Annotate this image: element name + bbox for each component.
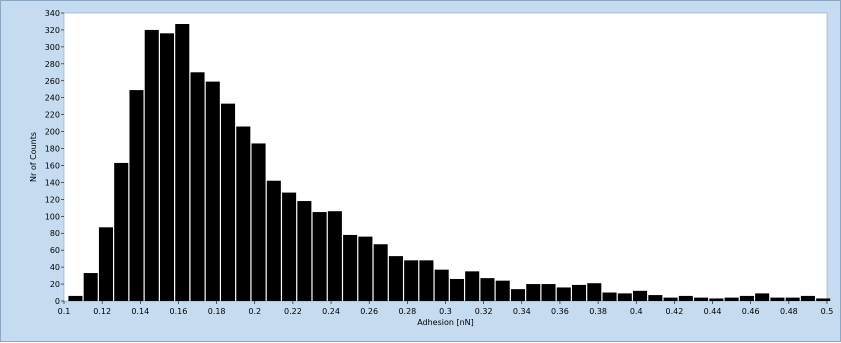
histogram-bar <box>770 297 785 301</box>
x-tick-label: 0.12 <box>93 307 111 316</box>
y-tick-label: 300 <box>45 43 60 52</box>
histogram-bar <box>510 289 526 301</box>
y-tick-label: 180 <box>45 145 60 154</box>
x-tick-label: 0.44 <box>704 307 722 316</box>
x-tick-label: 0.36 <box>551 307 569 316</box>
y-tick-label: 220 <box>45 111 60 120</box>
x-tick-label: 0.38 <box>589 307 607 316</box>
y-axis: 0 20 40 60 80 100 120 140 160 180 200 220 240 260 280 3… <box>45 9 64 306</box>
y-tick-label: 120 <box>45 195 60 204</box>
histogram-bar <box>190 72 205 301</box>
histogram-bar <box>526 284 541 301</box>
histogram-bar <box>495 280 510 301</box>
x-tick-label: 0.46 <box>742 307 760 316</box>
x-tick-label: 0.24 <box>322 307 340 316</box>
y-tick-label: 200 <box>45 128 60 137</box>
histogram-bar <box>694 297 709 301</box>
y-tick-label: 340 <box>45 9 60 18</box>
histogram-bar <box>98 227 113 301</box>
histogram-bar <box>602 292 617 301</box>
histogram-bar <box>175 24 190 301</box>
histogram-bar <box>358 236 373 301</box>
histogram-bar <box>159 33 175 301</box>
histogram-bar <box>724 297 739 301</box>
histogram-bar <box>388 256 403 301</box>
histogram-bar <box>587 283 602 301</box>
y-tick-label: 100 <box>45 212 60 221</box>
x-tick-label: 0.32 <box>475 307 493 316</box>
y-tick-label: 320 <box>45 26 60 35</box>
y-axis-label: Nr of Counts <box>29 132 38 182</box>
histogram-bar <box>678 295 693 301</box>
y-tick-label: 40 <box>50 263 60 272</box>
histogram-bar <box>739 295 754 301</box>
y-tick-label: 80 <box>50 229 60 238</box>
histogram-bar <box>297 201 312 301</box>
histogram-bar <box>404 260 419 301</box>
histogram-bar <box>373 244 388 301</box>
histogram-bar <box>556 287 571 301</box>
y-tick-label: 160 <box>45 161 60 170</box>
x-tick-label: 0.5 <box>821 307 834 316</box>
x-axis-label: Adhesion [nN] <box>417 318 474 327</box>
histogram-bar <box>266 180 281 301</box>
histogram-bar <box>465 271 480 301</box>
histogram-bar <box>343 234 358 301</box>
histogram-bar <box>205 81 220 301</box>
histogram-bar <box>312 212 327 301</box>
bars-group <box>68 24 831 301</box>
x-tick-label: 0.16 <box>170 307 188 316</box>
histogram-bar <box>449 278 464 301</box>
histogram-bar <box>633 290 648 301</box>
x-tick-label: 0.2 <box>248 307 261 316</box>
histogram-bar <box>755 293 770 301</box>
y-tick-label: 20 <box>50 280 60 289</box>
histogram-bar <box>144 29 159 301</box>
histogram-bar <box>617 293 632 301</box>
y-tick-label: 240 <box>45 94 60 103</box>
x-axis: 0.1 0.12 0.14 0.16 0.18 0.2 0.22 0.24 0.26 0.28 0.… <box>58 301 834 316</box>
histogram-bar <box>709 298 724 301</box>
x-tick-label: 0.34 <box>513 307 531 316</box>
histogram-bar <box>648 295 663 301</box>
y-tick-label: 60 <box>50 246 60 255</box>
x-tick-label: 0.1 <box>58 307 71 316</box>
x-tick-label: 0.28 <box>398 307 416 316</box>
x-tick-label: 0.26 <box>360 307 378 316</box>
x-tick-label: 0.3 <box>439 307 452 316</box>
histogram-bar <box>785 297 800 301</box>
histogram-bar <box>572 284 587 301</box>
x-tick-label: 0.14 <box>131 307 149 316</box>
histogram-bar <box>221 103 236 301</box>
histogram-bar <box>663 297 678 301</box>
histogram-bar <box>816 298 831 301</box>
histogram-bar <box>419 260 434 301</box>
y-tick-label: 140 <box>45 178 60 187</box>
x-tick-label: 0.42 <box>665 307 683 316</box>
histogram-bar <box>83 273 98 301</box>
histogram-bar <box>327 211 342 301</box>
histogram-bar <box>114 162 129 301</box>
x-tick-label: 0.48 <box>780 307 798 316</box>
histogram-bar <box>480 278 495 301</box>
histogram-bar <box>251 143 266 301</box>
y-tick-label: 280 <box>45 60 60 69</box>
y-tick-label: 260 <box>45 77 60 86</box>
histogram-bar <box>236 126 251 301</box>
x-tick-label: 0.18 <box>208 307 226 316</box>
histogram-bar <box>434 269 449 301</box>
histogram-bar <box>129 90 144 301</box>
x-tick-label: 0.4 <box>630 307 643 316</box>
histogram-bar <box>541 284 556 301</box>
x-tick-label: 0.22 <box>284 307 302 316</box>
histogram-bar <box>68 295 83 301</box>
y-tick-label: 0 <box>55 297 60 306</box>
histogram-bar <box>800 295 815 301</box>
histogram-bar <box>282 192 297 301</box>
